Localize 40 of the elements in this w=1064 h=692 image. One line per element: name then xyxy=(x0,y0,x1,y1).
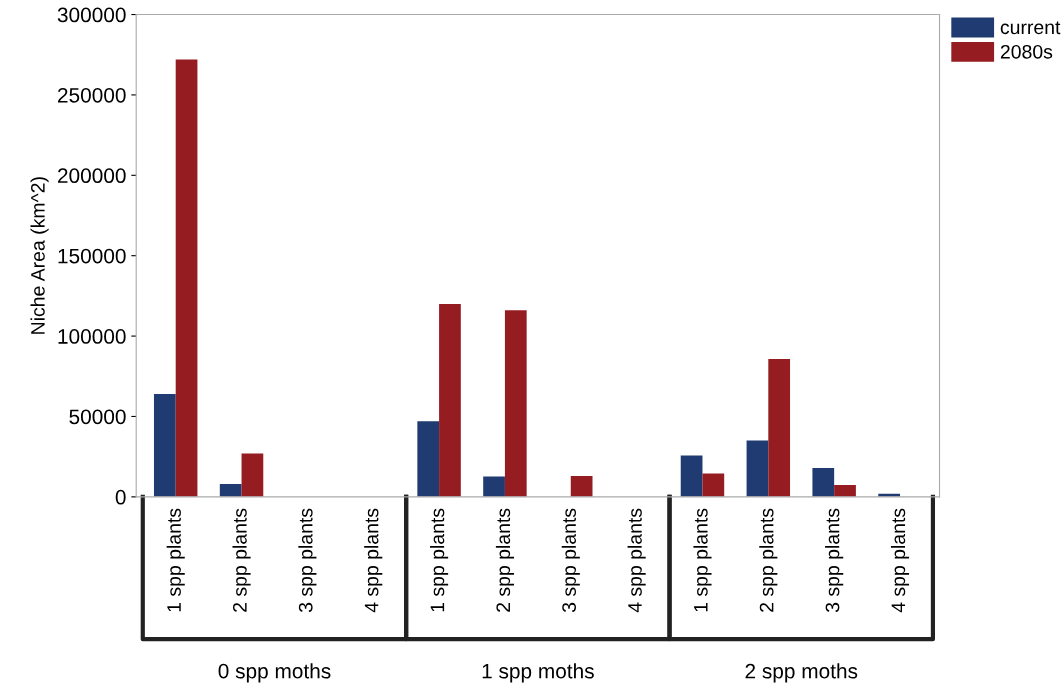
bar xyxy=(219,483,242,497)
x-tick-label: 3 spp plants xyxy=(298,508,317,613)
bar xyxy=(834,485,856,497)
text: 0 spp moths xyxy=(218,663,331,683)
x-tick-label: 3 spp plants xyxy=(561,508,580,613)
legend-label: current xyxy=(1000,21,1061,35)
x-tick-label: 4 spp plants xyxy=(627,508,646,613)
y-tick-label: 250000 xyxy=(58,87,126,103)
y-tick-label: 200000 xyxy=(58,168,126,184)
y-axis-title: Niche Area (km^2) xyxy=(30,177,49,334)
x-tick-label: 2 spp plants xyxy=(232,508,251,612)
bar xyxy=(702,473,725,497)
bar xyxy=(680,455,703,497)
x-tick-label: 1 spp plants xyxy=(166,508,185,612)
y-tick-label: 50000 xyxy=(69,409,126,425)
bar xyxy=(241,453,264,497)
bar xyxy=(768,358,791,497)
text: 2 spp moths xyxy=(745,663,858,683)
x-tick-label: 1 spp plants xyxy=(430,508,449,612)
y-tick-label: 300000 xyxy=(57,7,126,23)
x-tick-label: 2 spp plants xyxy=(495,508,514,612)
x-tick-label: 1 spp plants xyxy=(693,508,712,612)
y-tick-label: 100000 xyxy=(58,329,126,344)
x-tick-label: 4 spp plants xyxy=(890,508,910,613)
y-tick-label: 150000 xyxy=(58,248,126,264)
text: 1 spp moths xyxy=(482,663,594,683)
x-tick-label: 3 spp plants xyxy=(825,508,844,613)
x-tick-label: 2 spp plants xyxy=(759,508,778,612)
bar xyxy=(153,393,176,497)
bar xyxy=(812,467,835,497)
bar xyxy=(746,440,769,497)
legend-label: 2080s xyxy=(1000,44,1053,59)
bar xyxy=(504,310,527,497)
bar xyxy=(175,59,198,497)
bar xyxy=(439,303,461,497)
y-tick-label: 0 xyxy=(115,489,126,505)
bar xyxy=(570,475,593,497)
x-tick-label: 4 spp plants xyxy=(364,508,383,613)
bar xyxy=(483,476,505,497)
bar xyxy=(417,421,440,497)
